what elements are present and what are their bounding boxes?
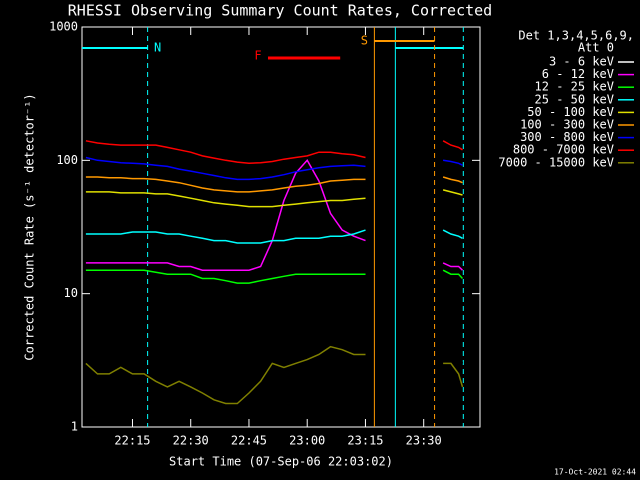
- legend-label: 25 - 50 keV: [535, 92, 614, 106]
- x-tick-label: 22:45: [231, 434, 267, 448]
- y-tick-label: 1: [71, 420, 78, 434]
- legend-label: 7000 - 15000 keV: [498, 155, 614, 169]
- series-line: [85, 159, 464, 271]
- y-tick-label: 10: [64, 286, 78, 300]
- flag-label: S: [361, 34, 368, 48]
- legend-label: 100 - 300 keV: [520, 118, 614, 132]
- footer: 17-Oct-2021 02:44: [554, 468, 636, 477]
- legend-label: 6 - 12 keV: [542, 67, 614, 81]
- flag-label: F: [254, 49, 261, 63]
- series-line: [85, 176, 463, 193]
- series-line: [85, 140, 463, 165]
- legend-label: 800 - 7000 keV: [513, 143, 614, 157]
- legend-label: 50 - 100 keV: [527, 105, 614, 119]
- flag-label: N: [154, 41, 161, 55]
- x-axis-label: Start Time (07-Sep-06 22:03:02): [169, 455, 393, 469]
- legend-label: 300 - 800 keV: [520, 130, 614, 144]
- series-line: [85, 269, 464, 284]
- legend-header: Att 0: [578, 41, 614, 55]
- y-axis-label: Corrected Count Rate (s⁻¹ detector⁻¹): [23, 93, 37, 360]
- x-tick-label: 23:00: [289, 434, 325, 448]
- x-tick-label: 22:30: [173, 434, 209, 448]
- series-line: [85, 188, 464, 364]
- x-tick-label: 23:15: [347, 434, 383, 448]
- x-tick-label: 22:15: [114, 434, 150, 448]
- series-line: [85, 189, 463, 208]
- legend-header: Det 1,3,4,5,6,9,: [518, 29, 634, 43]
- legend-label: 3 - 6 keV: [549, 55, 614, 69]
- series-line: [85, 156, 463, 181]
- y-tick-label: 1000: [49, 20, 78, 34]
- plot-frame: [81, 26, 481, 428]
- series-line: [85, 345, 464, 405]
- legend-label: 12 - 25 keV: [535, 80, 614, 94]
- y-tick-label: 100: [56, 153, 78, 167]
- chart-title: RHESSI Observing Summary Count Rates, Co…: [68, 2, 492, 20]
- x-tick-label: 23:30: [406, 434, 442, 448]
- series-line: [85, 229, 463, 244]
